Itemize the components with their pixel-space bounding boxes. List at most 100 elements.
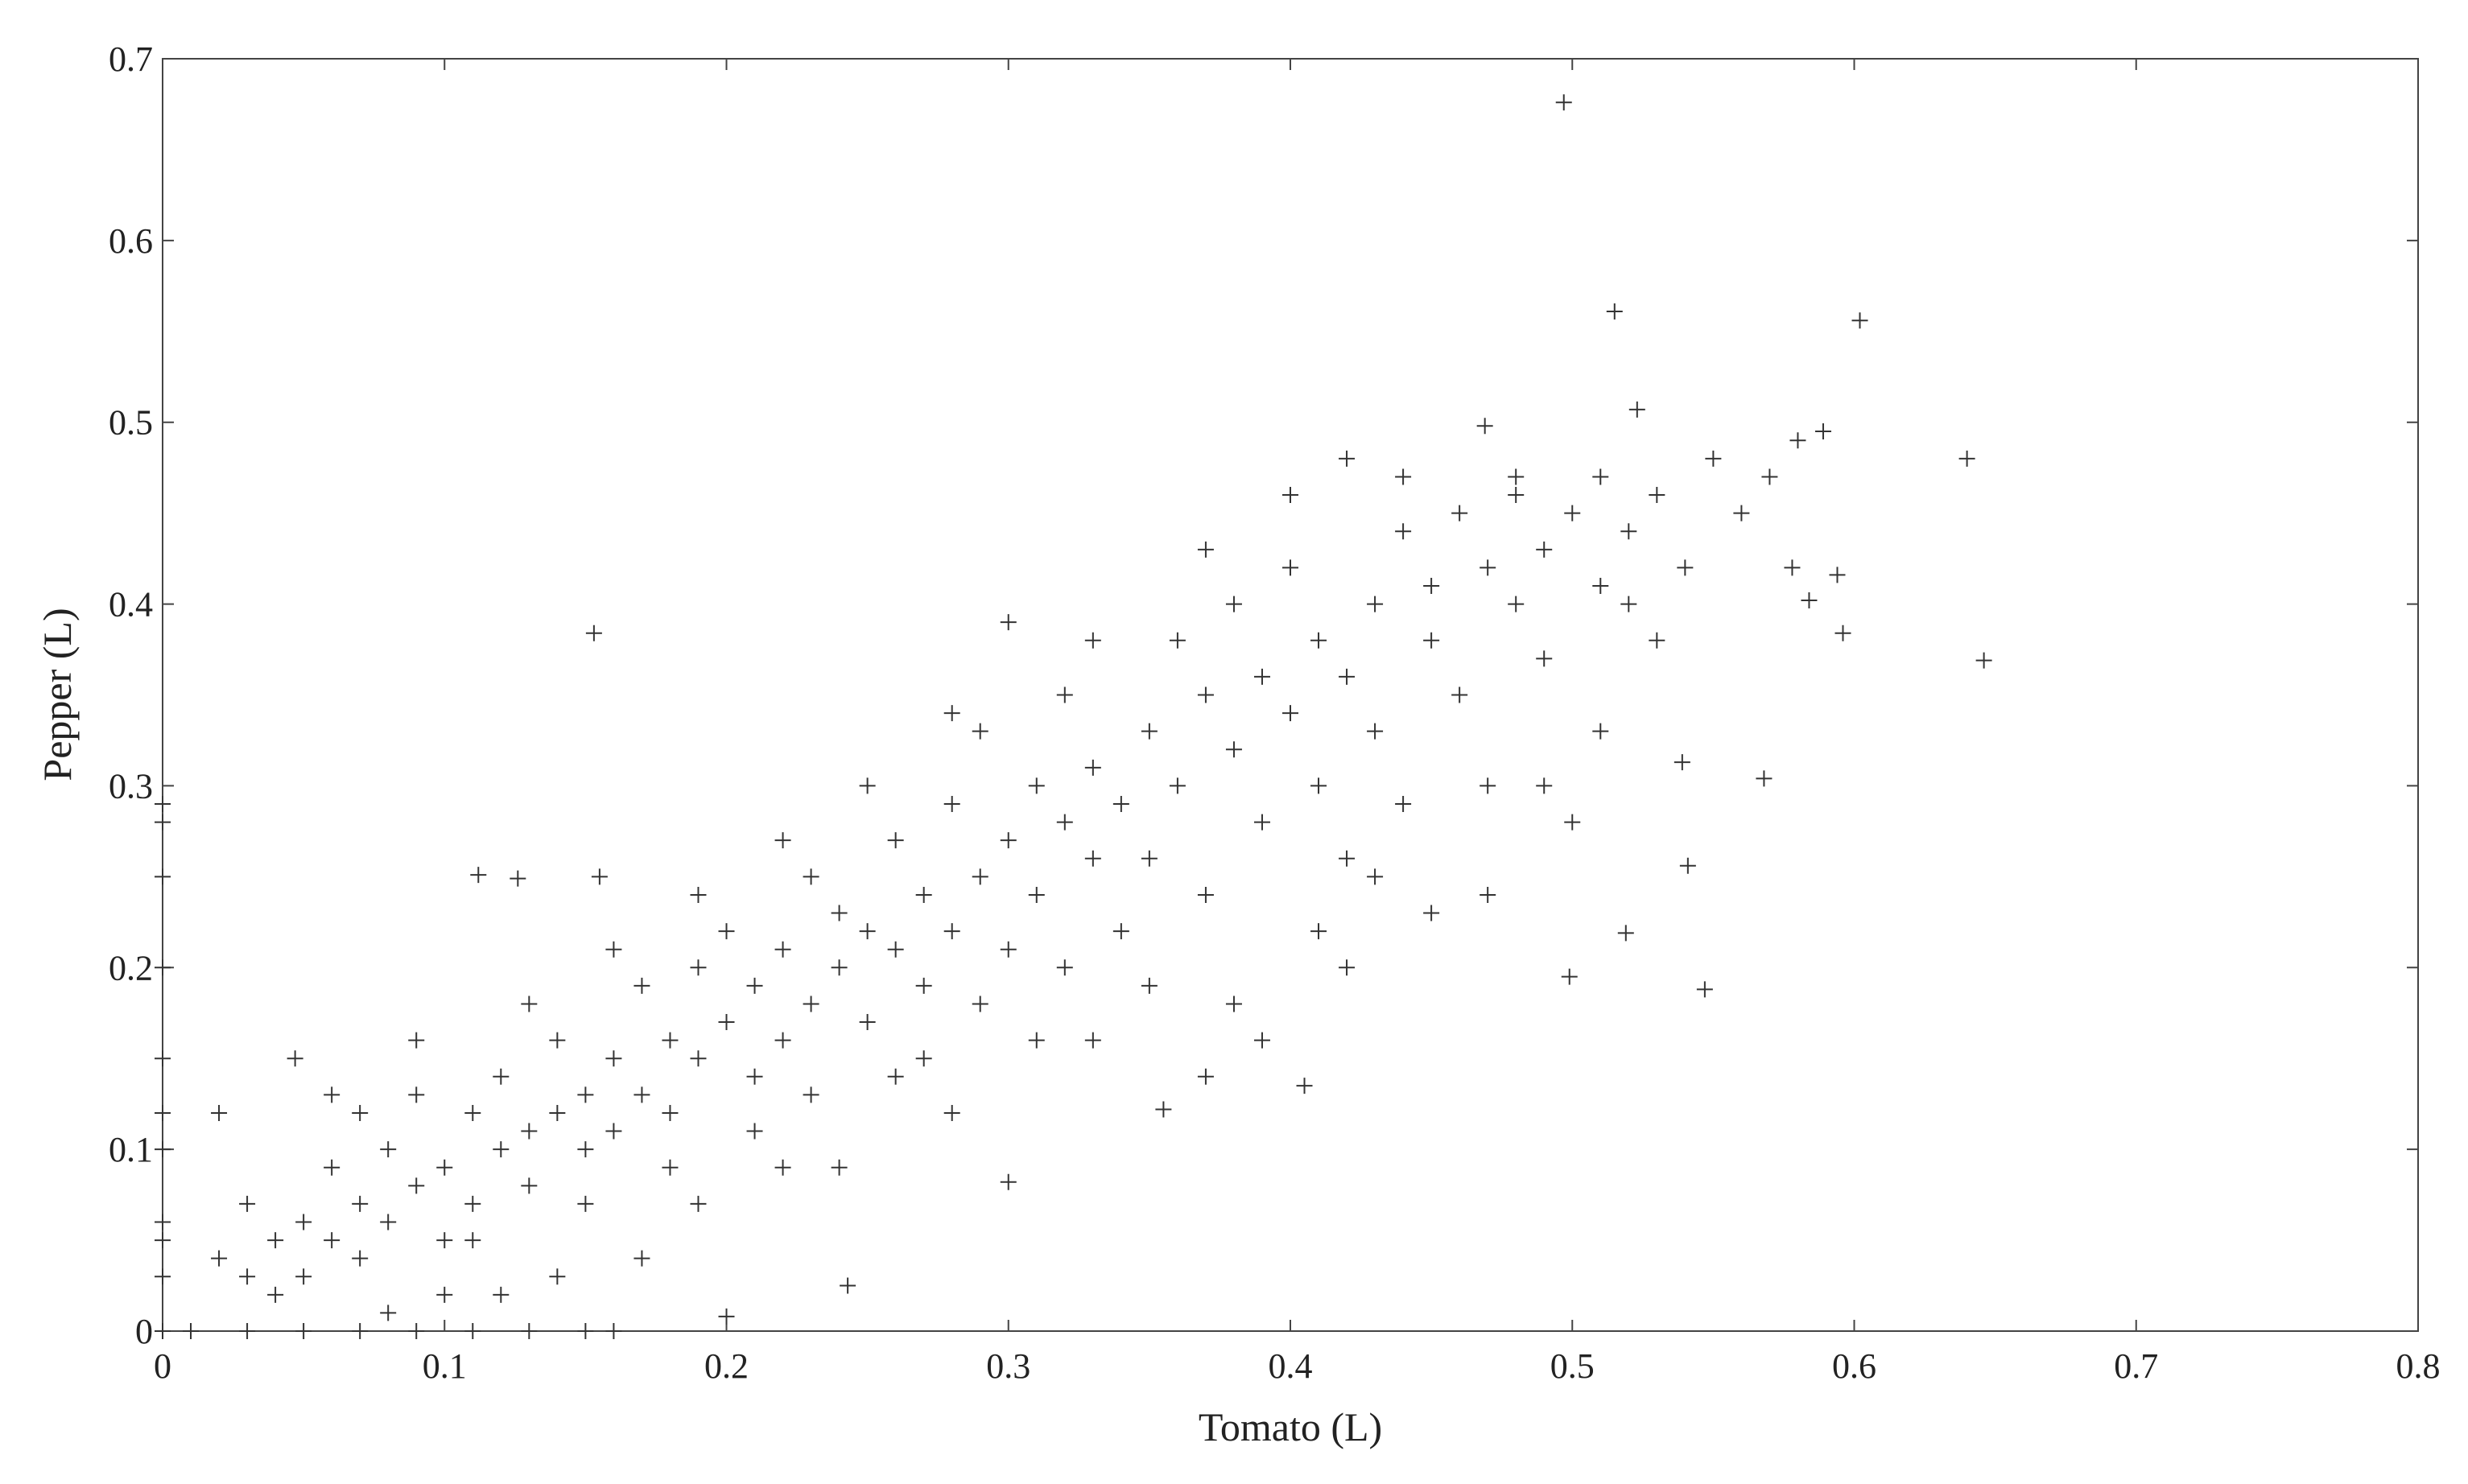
y-tick-label: 0.3 bbox=[109, 766, 153, 806]
point bbox=[352, 1104, 369, 1121]
point bbox=[1451, 686, 1468, 703]
point bbox=[1197, 1068, 1214, 1085]
point bbox=[1395, 523, 1412, 540]
point bbox=[1282, 559, 1298, 576]
point bbox=[380, 1305, 397, 1321]
point bbox=[549, 1268, 566, 1285]
point bbox=[1620, 523, 1637, 540]
x-tick-label: 0.1 bbox=[423, 1346, 467, 1386]
point bbox=[577, 1141, 594, 1158]
point bbox=[840, 1277, 856, 1294]
point bbox=[746, 977, 763, 994]
point bbox=[1975, 652, 1992, 669]
point bbox=[155, 814, 171, 831]
point bbox=[1606, 303, 1623, 319]
point bbox=[1339, 959, 1356, 976]
point bbox=[1395, 468, 1412, 485]
point bbox=[1112, 796, 1129, 813]
point bbox=[380, 1214, 397, 1230]
point bbox=[859, 777, 876, 794]
point bbox=[464, 1104, 481, 1121]
point bbox=[1310, 632, 1327, 649]
point bbox=[155, 1050, 171, 1067]
point bbox=[436, 1159, 453, 1176]
point bbox=[1367, 723, 1384, 740]
point bbox=[634, 1250, 650, 1267]
point bbox=[155, 1232, 171, 1249]
point bbox=[1000, 614, 1017, 631]
point bbox=[183, 1323, 200, 1339]
point bbox=[1851, 312, 1868, 329]
point bbox=[1761, 468, 1778, 485]
point bbox=[746, 1123, 763, 1140]
point bbox=[1801, 592, 1818, 609]
point bbox=[1733, 505, 1750, 521]
point bbox=[1592, 723, 1609, 740]
point bbox=[1155, 1101, 1172, 1118]
point bbox=[577, 1086, 594, 1103]
point bbox=[585, 625, 602, 641]
point bbox=[1536, 541, 1553, 558]
point bbox=[718, 1014, 735, 1031]
point bbox=[591, 868, 608, 885]
point bbox=[746, 1068, 763, 1085]
point bbox=[510, 870, 526, 887]
point bbox=[1555, 94, 1572, 111]
point bbox=[718, 1308, 735, 1325]
point bbox=[1084, 850, 1101, 867]
point bbox=[1508, 596, 1525, 612]
point bbox=[155, 1268, 171, 1285]
point bbox=[577, 1323, 594, 1339]
point bbox=[521, 1177, 538, 1194]
point bbox=[1141, 977, 1158, 994]
point bbox=[470, 867, 487, 884]
point bbox=[493, 1068, 510, 1085]
point bbox=[295, 1268, 312, 1285]
point bbox=[324, 1159, 340, 1176]
x-tick-label: 0.6 bbox=[1832, 1346, 1876, 1386]
y-tick-label: 0.4 bbox=[109, 585, 153, 625]
point bbox=[1649, 487, 1665, 504]
point bbox=[1592, 577, 1609, 594]
point bbox=[718, 923, 735, 940]
point bbox=[605, 1050, 622, 1067]
y-tick-label: 0.7 bbox=[109, 39, 153, 79]
x-tick-label: 0.4 bbox=[1269, 1346, 1313, 1386]
point bbox=[1000, 941, 1017, 958]
point bbox=[1674, 754, 1690, 771]
point bbox=[577, 1195, 594, 1212]
point bbox=[1814, 423, 1831, 440]
point bbox=[605, 941, 622, 958]
point bbox=[1084, 632, 1101, 649]
point bbox=[1564, 505, 1581, 521]
point bbox=[1592, 468, 1609, 485]
point bbox=[1339, 850, 1356, 867]
point bbox=[690, 886, 707, 903]
point bbox=[521, 1123, 538, 1140]
point bbox=[1536, 650, 1553, 667]
point bbox=[662, 1104, 679, 1121]
point bbox=[521, 996, 538, 1012]
point bbox=[324, 1086, 340, 1103]
point bbox=[464, 1232, 481, 1249]
point bbox=[605, 1123, 622, 1140]
point bbox=[943, 796, 960, 813]
point bbox=[155, 1141, 171, 1158]
point bbox=[1084, 759, 1101, 776]
point bbox=[690, 1195, 707, 1212]
point bbox=[155, 959, 171, 976]
y-axis-label: Pepper (L) bbox=[35, 608, 80, 781]
point bbox=[1756, 770, 1773, 787]
point bbox=[662, 1032, 679, 1049]
point bbox=[943, 705, 960, 722]
point bbox=[549, 1104, 566, 1121]
point bbox=[1197, 541, 1214, 558]
x-tick-label: 0 bbox=[154, 1346, 171, 1386]
point bbox=[155, 1104, 171, 1121]
point bbox=[352, 1250, 369, 1267]
point bbox=[436, 1232, 453, 1249]
point bbox=[408, 1032, 425, 1049]
point bbox=[436, 1286, 453, 1303]
x-tick-label: 0.5 bbox=[1550, 1346, 1595, 1386]
point bbox=[803, 996, 819, 1012]
